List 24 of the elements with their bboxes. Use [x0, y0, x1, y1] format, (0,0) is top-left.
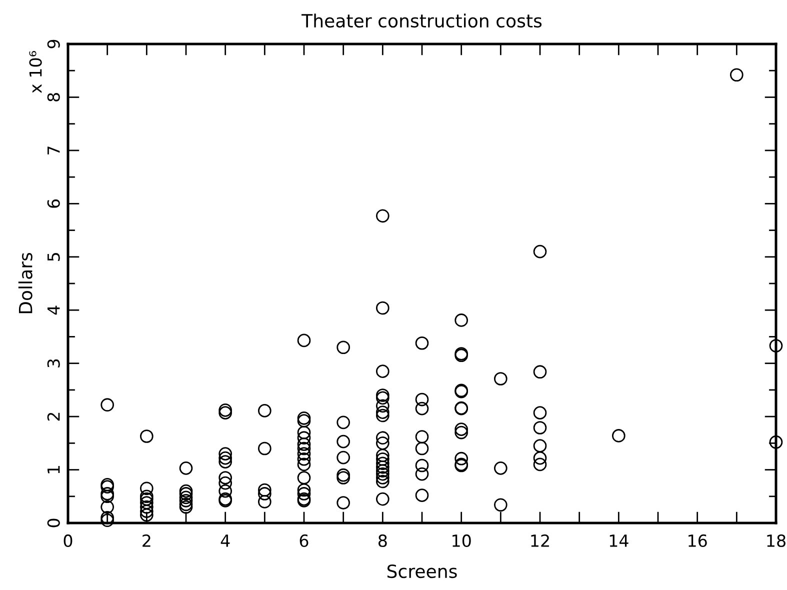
x-tick-label: 8 — [378, 534, 387, 548]
x-tick-label: 4 — [220, 534, 230, 547]
x-tick-label: 2 — [142, 534, 150, 547]
y-tick-label: 7 — [48, 146, 60, 154]
x-tick-label: 0 — [64, 534, 72, 548]
y-tick-label: 6 — [47, 199, 60, 208]
y-tick-label: 3 — [47, 359, 60, 368]
x-axis-title: Screens — [387, 564, 457, 578]
x-tick-label: 16 — [688, 534, 707, 548]
x-tick-label: 12 — [531, 534, 549, 547]
y-tick-label: 1 — [48, 466, 60, 474]
text: x 10⁶ — [29, 51, 42, 94]
chart-title: Theater construction costs — [302, 14, 542, 28]
y-tick-label: 2 — [47, 412, 60, 421]
y-tick-label: 0 — [47, 518, 60, 528]
x-tick-label: 10 — [452, 534, 471, 548]
y-tick-label: 8 — [47, 93, 60, 102]
y-axis-title: Dollars — [18, 252, 32, 314]
x-tick-label: 18 — [767, 534, 786, 548]
x-tick-label: 6 — [300, 534, 308, 548]
y-tick-label: 5 — [48, 253, 60, 261]
y-tick-label: 4 — [48, 306, 60, 315]
x-tick-label: 14 — [610, 534, 628, 547]
y-tick-label: 9 — [47, 40, 60, 48]
